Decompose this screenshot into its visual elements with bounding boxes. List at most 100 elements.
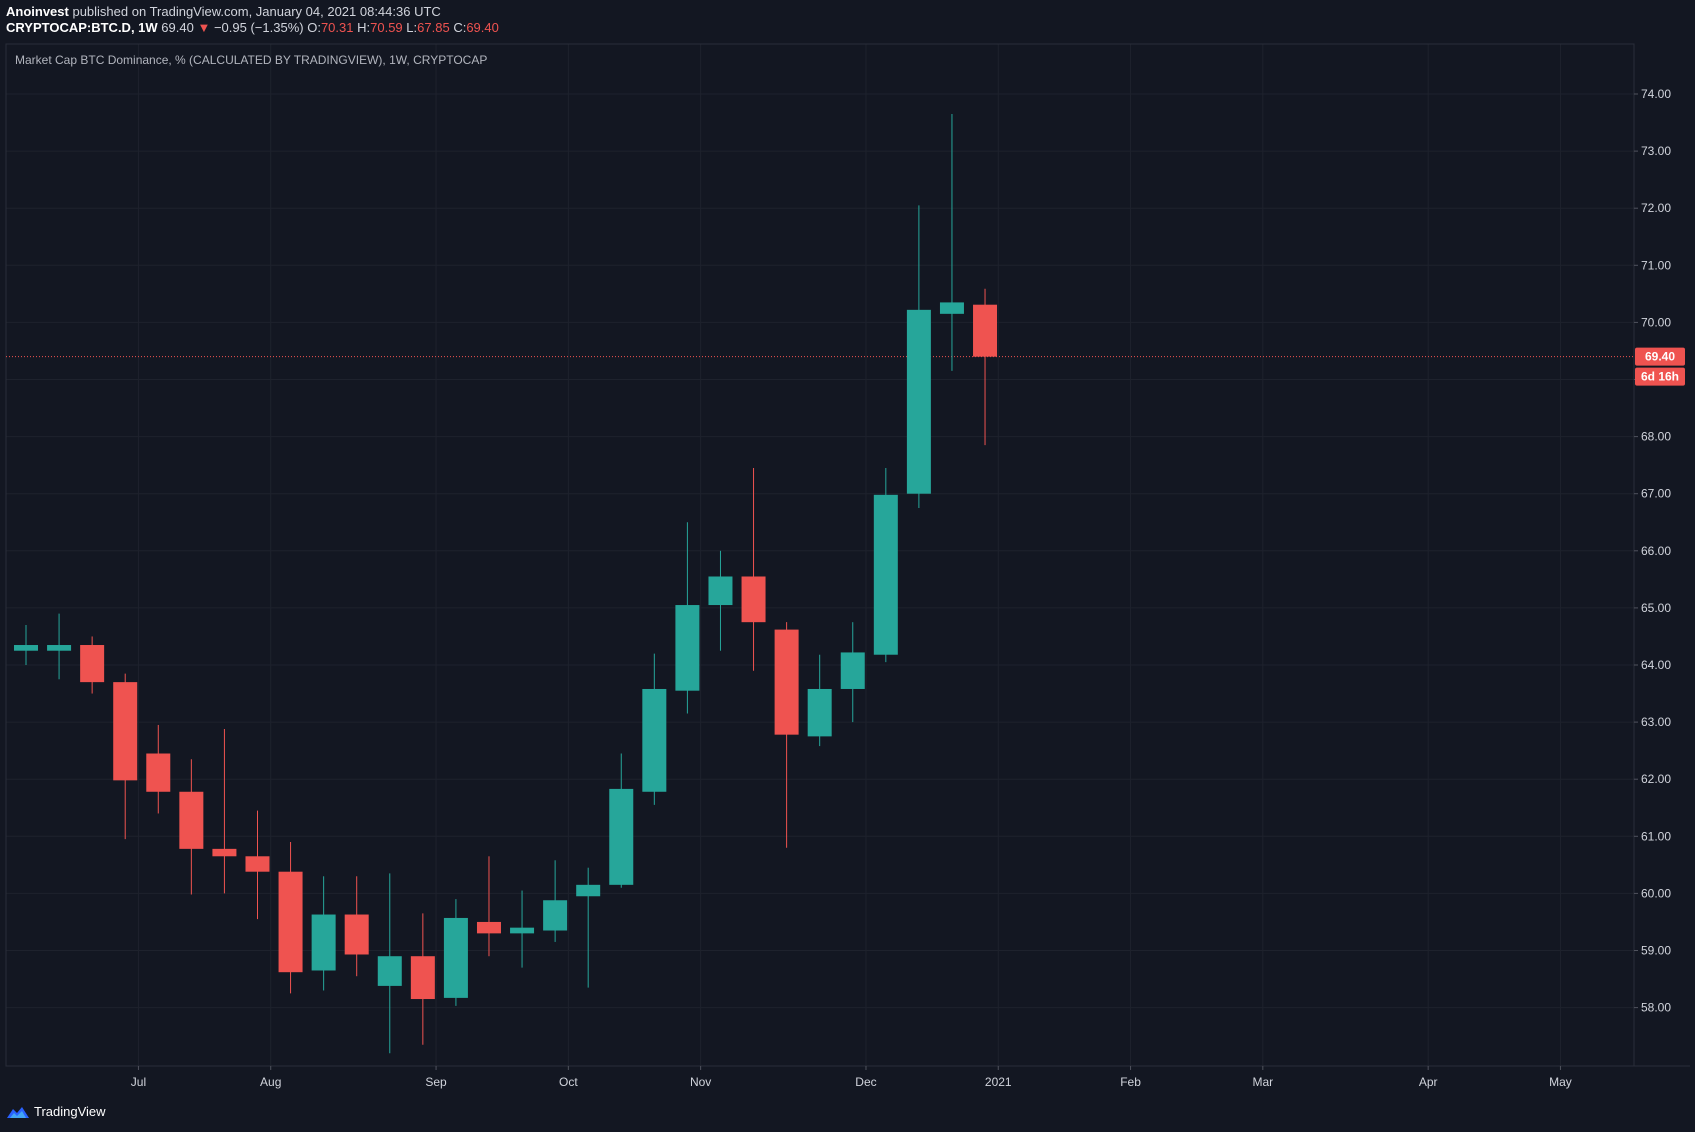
- grid-lines: [6, 44, 1634, 1066]
- close-value: 69.40: [466, 20, 499, 35]
- symbol-line: CRYPTOCAP:BTC.D, 1W 69.40 ▼ −0.95 (−1.35…: [6, 20, 499, 36]
- symbol-name[interactable]: CRYPTOCAP:BTC.D, 1W: [6, 20, 158, 35]
- chart-header: Anoinvest published on TradingView.com, …: [6, 4, 499, 36]
- price-tick-label: 58.00: [1641, 1001, 1671, 1015]
- legend-title: Market Cap BTC Dominance, % (CALCULATED …: [15, 53, 487, 67]
- candle-body: [708, 576, 733, 606]
- price-tick-label: 65.00: [1641, 601, 1671, 615]
- candle-body: [146, 753, 171, 792]
- publish-info: published on TradingView.com, January 04…: [72, 4, 441, 19]
- candle[interactable]: [344, 876, 369, 977]
- candle[interactable]: [939, 113, 964, 371]
- high-label: H:: [357, 20, 371, 35]
- price-tick-label: 62.00: [1641, 772, 1671, 786]
- candle[interactable]: [840, 622, 865, 723]
- price-tick-label: 73.00: [1641, 144, 1671, 158]
- candle[interactable]: [278, 842, 303, 994]
- price-axis[interactable]: 58.00 59.00 60.00 61.00 62.00 63.00 64.00 65.00…: [1634, 87, 1671, 1015]
- close-label: C:: [453, 20, 467, 35]
- candle[interactable]: [476, 856, 501, 957]
- candle[interactable]: [906, 205, 931, 508]
- price-tick-label: 66.00: [1641, 544, 1671, 558]
- price-tick-label: 64.00: [1641, 658, 1671, 672]
- time-tick-label: Jul: [131, 1075, 146, 1089]
- candle[interactable]: [47, 613, 72, 680]
- footer-brand[interactable]: TradingView: [6, 1104, 106, 1119]
- candle[interactable]: [675, 522, 700, 714]
- candle-body: [344, 914, 369, 955]
- candle[interactable]: [14, 625, 38, 665]
- candle-body: [774, 629, 799, 735]
- open-label: O:: [307, 20, 321, 35]
- candle[interactable]: [609, 753, 634, 888]
- candle[interactable]: [113, 673, 138, 840]
- candle-body: [543, 900, 568, 931]
- price-tick-label: 59.00: [1641, 944, 1671, 958]
- candle-body: [443, 917, 468, 998]
- candle[interactable]: [377, 873, 402, 1054]
- price-tick-label: 68.00: [1641, 430, 1671, 444]
- last-price-badge: 69.40 6d 16h: [1635, 347, 1685, 386]
- brand-name: TradingView: [34, 1104, 106, 1119]
- candle[interactable]: [774, 622, 799, 848]
- candle[interactable]: [873, 468, 898, 663]
- time-axis[interactable]: Jul Aug Sep Oct Nov Dec 2021 Feb Mar Apr May: [131, 1066, 1572, 1089]
- candle[interactable]: [543, 860, 568, 942]
- time-tick-label: Feb: [1120, 1075, 1141, 1089]
- countdown-badge-bg: [1635, 367, 1685, 386]
- time-tick-label: Nov: [690, 1075, 711, 1089]
- candle[interactable]: [576, 867, 601, 988]
- candle[interactable]: [973, 288, 998, 446]
- candle[interactable]: [510, 890, 535, 968]
- candle-body: [311, 914, 336, 971]
- candle[interactable]: [443, 899, 468, 1006]
- candle[interactable]: [708, 550, 733, 651]
- tradingview-logo-icon: [7, 1106, 29, 1118]
- time-tick-label: May: [1549, 1075, 1572, 1089]
- candle-body: [675, 605, 700, 691]
- price-tick-label: 60.00: [1641, 886, 1671, 900]
- candle[interactable]: [80, 636, 105, 694]
- candle-body: [609, 788, 634, 885]
- candle[interactable]: [212, 728, 237, 894]
- candle-body: [642, 688, 667, 792]
- author-name[interactable]: Anoinvest: [6, 4, 69, 19]
- countdown-label: 6d 16h: [1641, 370, 1679, 384]
- time-tick-label: Dec: [855, 1075, 876, 1089]
- candle[interactable]: [741, 468, 766, 671]
- candle[interactable]: [311, 876, 336, 991]
- candle[interactable]: [146, 724, 171, 814]
- candle-body: [410, 956, 435, 1000]
- candle-body: [245, 856, 270, 872]
- candle[interactable]: [642, 653, 667, 805]
- candle-body: [510, 927, 535, 934]
- candle-body: [212, 848, 237, 857]
- candle-body: [807, 688, 832, 737]
- candle-body: [906, 309, 931, 494]
- candle[interactable]: [245, 810, 270, 920]
- time-tick-label: Apr: [1419, 1075, 1438, 1089]
- publish-line: Anoinvest published on TradingView.com, …: [6, 4, 499, 20]
- time-tick-label: Aug: [260, 1075, 281, 1089]
- candle-body: [576, 884, 601, 897]
- candle-body: [939, 302, 964, 314]
- time-tick-label: Sep: [425, 1075, 447, 1089]
- candle-body: [741, 576, 766, 623]
- low-label: L:: [406, 20, 418, 35]
- candle[interactable]: [179, 759, 204, 895]
- candle-body: [476, 921, 501, 934]
- candle[interactable]: [410, 913, 435, 1045]
- candle[interactable]: [807, 654, 832, 747]
- price-tick-label: 70.00: [1641, 315, 1671, 329]
- price-tick-label: 67.00: [1641, 487, 1671, 501]
- candle-body: [278, 871, 303, 973]
- price-tick-label: 63.00: [1641, 715, 1671, 729]
- time-tick-label: Oct: [559, 1075, 578, 1089]
- candle-body: [840, 652, 865, 689]
- price-change: −0.95 (−1.35%): [213, 20, 304, 35]
- change-down-icon: ▼: [197, 20, 211, 35]
- last-price-badge-bg: [1635, 347, 1685, 366]
- price-tick-label: 71.00: [1641, 258, 1671, 272]
